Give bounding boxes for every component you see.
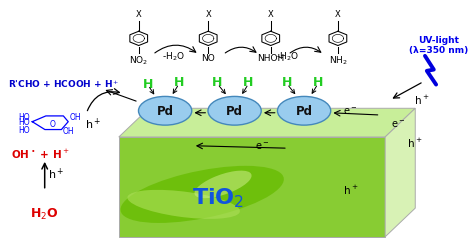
Polygon shape: [119, 138, 385, 237]
Text: O: O: [49, 120, 55, 129]
Text: -H$_2$O: -H$_2$O: [275, 50, 298, 63]
Text: R'CHO + HCOOH + H$^+$: R'CHO + HCOOH + H$^+$: [8, 78, 119, 90]
Text: NO: NO: [201, 54, 215, 63]
Ellipse shape: [208, 97, 261, 126]
Text: OH: OH: [63, 126, 74, 135]
Text: -H$_2$O: -H$_2$O: [162, 50, 185, 63]
Text: H: H: [243, 76, 254, 89]
Text: h$^+$: h$^+$: [48, 166, 64, 181]
Ellipse shape: [120, 166, 284, 223]
Text: X: X: [268, 10, 273, 19]
Text: X: X: [205, 10, 211, 19]
Text: X: X: [136, 10, 142, 19]
Text: UV-light
(λ=350 nm): UV-light (λ=350 nm): [409, 36, 468, 55]
Text: e$^-$: e$^-$: [343, 105, 357, 116]
Text: h$^+$: h$^+$: [85, 116, 101, 132]
Text: H: H: [212, 76, 223, 89]
Text: Pd: Pd: [156, 105, 173, 118]
Text: Pd: Pd: [296, 105, 312, 118]
Text: X: X: [335, 10, 341, 19]
Polygon shape: [385, 109, 415, 237]
Ellipse shape: [277, 97, 331, 126]
Text: H$_2$O: H$_2$O: [30, 206, 59, 221]
Text: e$^-$: e$^-$: [391, 119, 405, 130]
Text: H: H: [174, 76, 184, 89]
Text: NO$_2$: NO$_2$: [129, 54, 148, 66]
Text: H: H: [282, 76, 292, 89]
Ellipse shape: [138, 97, 192, 126]
Text: e$^-$: e$^-$: [255, 141, 270, 152]
Text: Pd: Pd: [226, 105, 243, 118]
Text: h$^+$: h$^+$: [414, 94, 430, 107]
Text: h$^+$: h$^+$: [407, 136, 422, 149]
Text: OH: OH: [69, 112, 81, 122]
Text: h$^+$: h$^+$: [343, 183, 358, 196]
Text: NH$_2$: NH$_2$: [328, 54, 347, 66]
Text: H: H: [143, 78, 153, 90]
Text: HO: HO: [18, 125, 30, 134]
Ellipse shape: [128, 190, 240, 219]
Text: NHOH: NHOH: [257, 54, 284, 63]
Text: OH$^\bullet$ + H$^+$: OH$^\bullet$ + H$^+$: [11, 147, 69, 160]
Text: HO: HO: [18, 112, 30, 122]
Text: HO: HO: [18, 118, 30, 127]
Ellipse shape: [194, 171, 252, 198]
Polygon shape: [119, 109, 415, 138]
Text: H: H: [313, 76, 323, 89]
Text: TiO$_2$: TiO$_2$: [192, 185, 245, 209]
